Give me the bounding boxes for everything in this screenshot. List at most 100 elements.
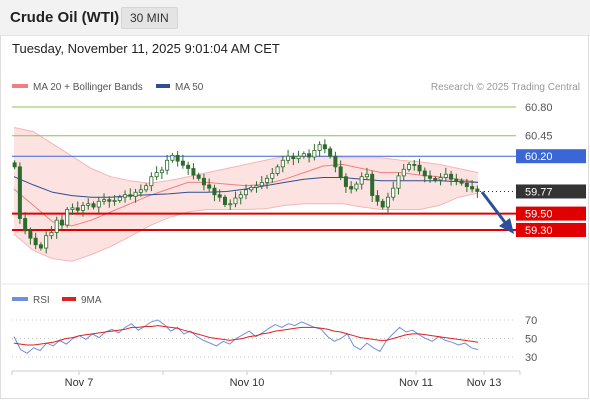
ma50-legend-label: MA 50 <box>175 82 204 93</box>
candle-body <box>286 155 291 161</box>
candle-body <box>117 196 122 201</box>
candle-body <box>275 166 280 174</box>
level-label-59-30: 59.30 <box>516 223 586 237</box>
candle-body <box>417 164 422 172</box>
candle-body <box>96 200 101 208</box>
candle-body <box>102 199 107 202</box>
candle-body <box>196 174 201 179</box>
candle-body <box>349 186 354 190</box>
candle-body <box>385 196 390 208</box>
candle-body <box>165 159 170 171</box>
candle-body <box>217 194 222 198</box>
candle-body <box>159 169 164 173</box>
candle-body <box>212 187 217 196</box>
candle-body <box>407 163 412 170</box>
rsi-tick-70: 70 <box>525 315 537 327</box>
rsi-tick-50: 50 <box>525 334 537 346</box>
level-label-59-77-text: 59.77 <box>525 186 553 198</box>
candle-body <box>222 196 227 205</box>
candle-body <box>338 166 343 178</box>
level-label-59-50-text: 59.50 <box>525 209 553 221</box>
candle-body <box>322 144 327 150</box>
candle-body <box>307 153 312 158</box>
candle-body <box>401 168 406 177</box>
rsi-tick-30: 30 <box>525 352 537 364</box>
candle-body <box>49 232 54 237</box>
candle-body <box>412 163 417 166</box>
timeframe-button[interactable]: 30 MIN <box>121 7 178 29</box>
candle-body <box>23 218 28 232</box>
candle-body <box>154 172 159 178</box>
candle-body <box>443 173 448 178</box>
level-label-60-80-text: 60.80 <box>525 102 553 114</box>
x-label-nov-10: Nov 10 <box>230 377 265 389</box>
candle-body <box>475 188 480 192</box>
x-axis-ticks <box>11 371 521 375</box>
candle-body <box>207 184 212 189</box>
x-label-nov-13: Nov 13 <box>467 377 502 389</box>
x-label-nov-11: Nov 11 <box>399 377 433 389</box>
candle-body <box>291 155 296 160</box>
level-label-60-45-text: 60.45 <box>525 131 553 143</box>
candle-body <box>359 176 364 185</box>
candle-body <box>191 168 196 176</box>
candle-body <box>238 194 243 199</box>
candle-body <box>354 183 359 190</box>
ma50-legend-swatch <box>156 84 170 88</box>
candle-body <box>112 200 117 202</box>
candle-body <box>370 173 375 196</box>
candle-body <box>144 185 149 191</box>
candle-body <box>28 230 33 239</box>
rsi-legend-swatch <box>12 297 28 301</box>
candle-body <box>123 194 128 198</box>
candle-body <box>228 203 233 206</box>
candle-body <box>44 235 49 249</box>
bollinger-lower-line <box>13 192 479 262</box>
candle-body <box>149 176 154 187</box>
candle-body <box>317 144 322 151</box>
candle-body <box>170 154 175 161</box>
candle-body <box>233 197 238 205</box>
candle-body <box>107 199 112 202</box>
level-label-59-30-text: 59.30 <box>525 225 553 237</box>
bollinger-legend-label: MA 20 + Bollinger Bands <box>33 82 143 93</box>
candle-body <box>433 177 438 181</box>
candle-body <box>438 177 443 181</box>
candlestick-series <box>12 139 480 254</box>
candle-body <box>249 186 254 191</box>
rsi-line <box>13 319 479 354</box>
candle-body <box>396 175 401 189</box>
level-label-60-20-text: 60.20 <box>525 151 553 163</box>
candle-body <box>59 219 64 226</box>
candle-body <box>259 182 264 187</box>
chart-datetime: Tuesday, November 11, 2025 9:01:04 AM CE… <box>12 41 280 56</box>
x-label-nov-7: Nov 7 <box>65 377 94 389</box>
candle-body <box>243 189 248 196</box>
candle-body <box>128 194 133 197</box>
candle-body <box>375 195 380 202</box>
candle-body <box>470 186 475 190</box>
instrument-title: Crude Oil (WTI) <box>10 9 120 26</box>
candle-body <box>38 244 43 249</box>
rsi-ma-line <box>13 325 479 346</box>
candle-body <box>86 203 91 206</box>
candle-body <box>12 162 17 168</box>
candle-body <box>138 189 143 193</box>
candle-body <box>280 159 285 168</box>
candle-body <box>449 173 454 180</box>
forecast-arrow-icon <box>480 191 514 234</box>
candle-body <box>186 164 191 169</box>
rsi-ma-legend-swatch <box>62 297 76 301</box>
candle-body <box>17 166 22 219</box>
rsi-legend-label: RSI <box>33 295 50 306</box>
candle-body <box>296 155 301 160</box>
level-label-59-77: 59.77 <box>516 184 586 199</box>
candle-body <box>454 178 459 182</box>
candle-body <box>333 155 338 168</box>
candle-body <box>65 209 70 226</box>
copyright-text: Research © 2025 Trading Central <box>431 82 580 93</box>
bollinger-legend-swatch <box>12 84 28 88</box>
level-label-60-80: 60.80 <box>525 102 553 114</box>
candle-body <box>422 170 427 177</box>
